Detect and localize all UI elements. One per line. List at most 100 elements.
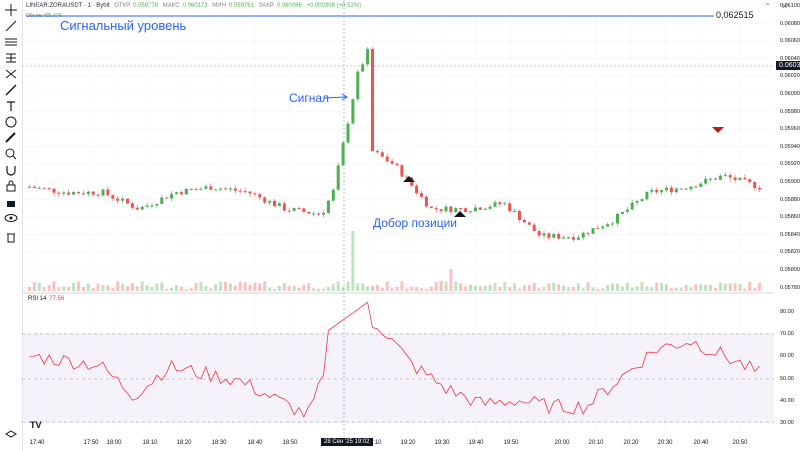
collapse-icon[interactable]: ⌃	[764, 2, 772, 11]
volume-bar	[557, 284, 561, 291]
chart-canvas[interactable]	[22, 0, 774, 437]
volume-bar	[611, 283, 615, 291]
volume-bar	[28, 287, 31, 291]
pitchfork-icon[interactable]	[3, 51, 19, 65]
volume-bar	[532, 282, 536, 291]
volume-bar	[625, 282, 629, 291]
time-tick: 20:50	[732, 440, 748, 446]
volume-bar	[645, 286, 649, 291]
volume-bar	[165, 288, 169, 291]
volume-bar	[483, 285, 487, 291]
volume-bar	[674, 287, 678, 291]
candle-body	[175, 192, 178, 194]
volume-bar	[704, 284, 708, 291]
gann-icon[interactable]	[3, 67, 19, 81]
candle-body	[469, 211, 472, 213]
candle-body	[620, 211, 624, 214]
volume-bar	[287, 285, 291, 291]
eye-icon[interactable]	[3, 211, 19, 225]
time-tick: 20:30	[657, 440, 673, 446]
volume-bar	[277, 285, 281, 291]
volume-bar	[581, 288, 585, 291]
volume-bar	[204, 286, 208, 291]
volume-bar	[728, 283, 732, 291]
volume-bar	[385, 281, 389, 291]
emoji-icon[interactable]	[3, 115, 19, 129]
magnet-icon[interactable]	[3, 163, 19, 177]
brush-icon[interactable]	[3, 83, 19, 97]
volume-bar	[660, 282, 664, 291]
candle-body	[699, 183, 703, 187]
candle-body	[214, 189, 218, 191]
candle-body	[263, 197, 267, 203]
candle-body	[268, 200, 272, 203]
volume-bar	[537, 288, 541, 291]
volume-bar	[758, 282, 762, 291]
candle-body	[77, 192, 80, 194]
candle-body	[518, 211, 521, 220]
candle-body	[101, 189, 105, 196]
candle-body	[258, 194, 262, 198]
volume-bar	[405, 288, 409, 291]
volume-bar	[395, 287, 399, 291]
add-position-label: Добор позиции	[373, 216, 458, 230]
volume-bar	[586, 282, 590, 291]
volume-bar	[292, 285, 296, 291]
candle-body	[209, 186, 213, 190]
candle-body	[547, 233, 551, 238]
volume-bar	[473, 286, 477, 291]
candle-body	[415, 185, 419, 194]
candle-body	[165, 197, 169, 199]
signal-level-price: 0,062515	[714, 10, 756, 20]
time-tick: 19:40	[468, 440, 484, 446]
layers-icon[interactable]	[3, 428, 19, 442]
horizontal-lines-icon[interactable]	[3, 35, 19, 49]
time-tick: 18:20	[176, 440, 192, 446]
candle-body	[571, 237, 575, 240]
volume-bar	[498, 286, 502, 291]
close-icon[interactable]: ✕	[781, 2, 788, 11]
candle-body	[459, 208, 463, 210]
volume-bar	[753, 287, 757, 291]
volume-bar	[542, 287, 546, 291]
ruler-icon[interactable]	[3, 131, 19, 145]
trend-line-icon[interactable]	[3, 19, 19, 33]
rsi-line	[29, 301, 760, 418]
candle-body	[170, 193, 174, 199]
volume-bar	[273, 288, 276, 291]
volume-bar	[42, 287, 46, 291]
candle-body	[552, 233, 556, 238]
volume-bar	[145, 285, 149, 291]
volume-bar	[106, 285, 110, 291]
volume-bar	[718, 282, 722, 291]
time-axis[interactable]: 17:40 17:50 18:00 18:10 18:20 18:30 18:40 18:50…	[22, 437, 774, 450]
candle-body	[238, 190, 242, 192]
volume-bar	[400, 281, 404, 291]
volume-bar	[620, 286, 624, 291]
candle-body	[351, 99, 355, 124]
lock-icon[interactable]	[3, 179, 19, 193]
text-icon[interactable]	[3, 99, 19, 113]
volume-bar	[410, 286, 414, 291]
lock-drawings-icon[interactable]	[3, 195, 19, 209]
candle-body	[679, 188, 683, 190]
volume-bar	[635, 286, 639, 291]
candle-body	[400, 165, 404, 177]
volume-bar	[209, 288, 213, 291]
volume-bar	[547, 283, 551, 291]
trash-icon[interactable]	[3, 230, 19, 244]
candle-body	[483, 208, 487, 210]
candles	[28, 47, 762, 242]
candle-body	[116, 198, 120, 201]
volume-bar	[503, 282, 507, 291]
candle-body	[184, 188, 188, 195]
volume-bar	[415, 287, 419, 291]
zoom-icon[interactable]	[3, 147, 19, 161]
volume-bar	[214, 284, 218, 291]
crosshair-icon[interactable]	[3, 3, 19, 17]
candle-body	[420, 193, 423, 197]
candle-body	[464, 208, 468, 213]
candle-body	[106, 189, 110, 196]
candle-body	[297, 208, 301, 210]
